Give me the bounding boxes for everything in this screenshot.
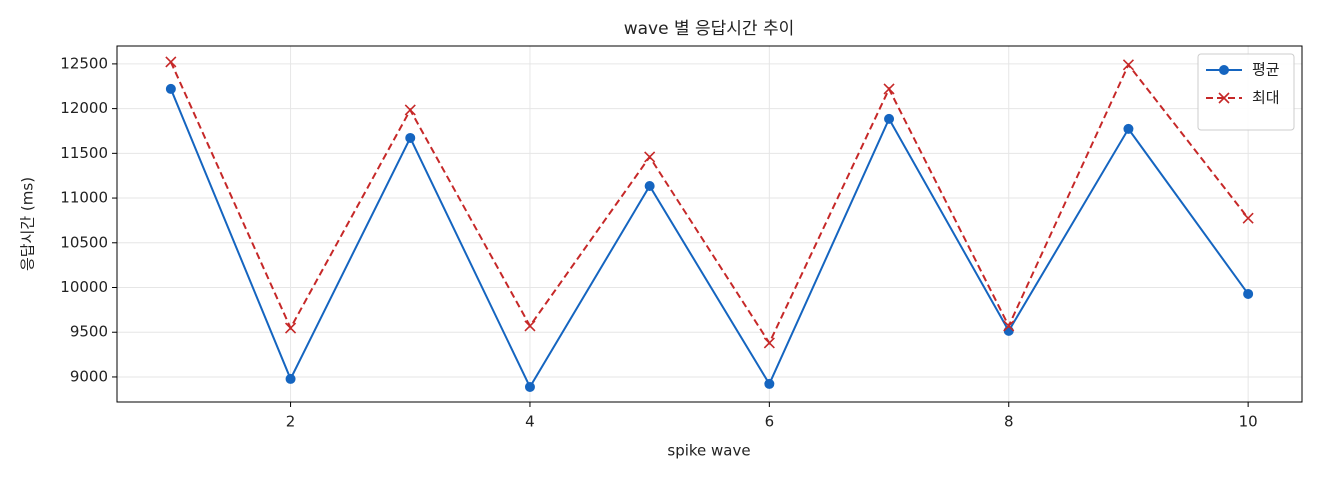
series-line xyxy=(169,61,1249,346)
marker xyxy=(884,113,895,124)
plot-frame xyxy=(116,45,1303,403)
marker xyxy=(405,132,416,143)
marker xyxy=(1242,212,1254,224)
marker xyxy=(1243,288,1254,299)
series-line xyxy=(169,88,1249,390)
marker xyxy=(285,373,296,384)
marker xyxy=(524,381,535,392)
y-tick-label: 12500 xyxy=(60,54,108,72)
marker xyxy=(284,322,297,334)
marker xyxy=(644,180,655,191)
y-tick-label: 9000 xyxy=(70,367,108,385)
x-tick-label: 4 xyxy=(525,413,535,431)
marker xyxy=(763,337,775,349)
marker xyxy=(644,151,656,163)
marker xyxy=(1122,59,1135,71)
y-axis-label: 응답시간 (ms) xyxy=(19,177,37,271)
y-tick-label: 10500 xyxy=(60,233,108,251)
marker xyxy=(1123,123,1134,134)
chart-title: wave 별 응답시간 추이 xyxy=(624,19,795,39)
x-tick-label: 8 xyxy=(1004,413,1014,431)
marker xyxy=(883,83,895,95)
x-tick-label: 2 xyxy=(286,413,296,431)
marker xyxy=(165,56,177,68)
legend-marker xyxy=(1219,65,1229,75)
y-tick-label: 11000 xyxy=(60,189,108,207)
x-tick-label: 6 xyxy=(765,413,775,431)
legend-label: 최대 xyxy=(1252,89,1280,107)
y-tick-label: 9500 xyxy=(70,323,108,341)
marker xyxy=(764,378,775,389)
x-axis-label: spike wave xyxy=(667,442,750,460)
y-tick-label: 10000 xyxy=(60,278,108,296)
x-tick-label: 10 xyxy=(1239,413,1258,431)
y-tick-label: 11500 xyxy=(60,144,108,162)
marker xyxy=(165,83,176,94)
marker xyxy=(404,104,416,116)
legend-label: 평균 xyxy=(1252,61,1280,79)
y-tick-label: 12000 xyxy=(60,99,108,117)
marker xyxy=(524,320,536,332)
marker xyxy=(1003,320,1015,332)
legend-marker xyxy=(1218,92,1230,104)
